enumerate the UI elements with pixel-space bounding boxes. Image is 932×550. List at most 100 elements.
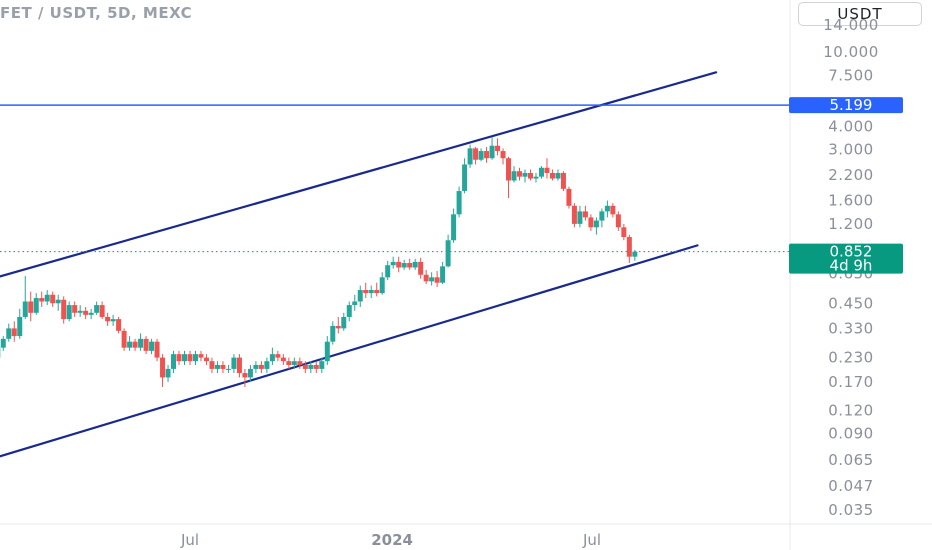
price-tick-label: 2.200 xyxy=(828,166,873,184)
candle-body xyxy=(571,205,577,224)
candle-body xyxy=(94,305,100,313)
candle-body xyxy=(511,171,517,181)
candle-body xyxy=(138,338,144,348)
candle-body xyxy=(341,316,347,329)
candle-body xyxy=(297,361,303,365)
candle-body xyxy=(462,164,468,192)
candles-layer xyxy=(0,137,638,387)
candle-body xyxy=(121,330,127,348)
candle-body xyxy=(105,316,111,322)
currency-button[interactable]: USDT xyxy=(798,2,922,26)
candle-body xyxy=(214,364,220,369)
candle-body xyxy=(632,251,638,257)
candle-body xyxy=(500,151,506,159)
candle-body xyxy=(368,290,374,294)
candle-body xyxy=(182,354,188,362)
candle-body xyxy=(467,148,473,165)
candle-body xyxy=(264,361,270,369)
candle-body xyxy=(39,298,45,302)
candle-body xyxy=(61,299,67,320)
candle-body xyxy=(302,364,308,369)
candle-body xyxy=(566,188,572,206)
candle-body xyxy=(149,341,155,351)
candle-body xyxy=(401,263,407,268)
candle-body xyxy=(116,319,122,331)
candle-body xyxy=(171,354,177,369)
candle-body xyxy=(610,205,616,215)
candle-body xyxy=(604,205,610,212)
price-tick-label: 7.500 xyxy=(828,67,873,85)
candle-body xyxy=(582,211,588,218)
candle-body xyxy=(451,214,457,241)
level-price-tag-label: 5.199 xyxy=(830,96,873,114)
candle-body xyxy=(258,364,264,369)
level-price-tag: 5.199 xyxy=(789,96,903,114)
candle-body xyxy=(291,361,297,365)
candle-body xyxy=(132,341,138,348)
price-tick-label: 1.200 xyxy=(828,215,873,233)
candle-body xyxy=(390,261,396,266)
channel-upper-line xyxy=(0,71,718,278)
candle-body xyxy=(50,294,56,304)
price-tick-label: 0.230 xyxy=(828,349,873,367)
level-price-tag-bg xyxy=(789,97,903,114)
price-tick-label: 0.065 xyxy=(828,451,873,469)
candle-body xyxy=(319,361,325,369)
candle-body xyxy=(335,325,341,329)
candle-body xyxy=(385,265,391,278)
candle-body xyxy=(357,290,363,302)
candle-body xyxy=(527,172,533,179)
channel-lower-line xyxy=(0,244,699,458)
candle-body xyxy=(83,310,89,315)
candle-body xyxy=(506,158,512,181)
candle-body xyxy=(280,357,286,362)
candle-body xyxy=(269,354,275,362)
price-tick-label: 1.600 xyxy=(828,192,873,210)
time-axis[interactable]: Jul 2024 Jul xyxy=(180,531,601,549)
drawing-layer xyxy=(0,71,790,458)
candle-body xyxy=(522,172,528,177)
candle-body xyxy=(478,151,484,160)
candle-body xyxy=(192,354,198,362)
candle-body xyxy=(429,277,435,282)
last-price-label: 0.852 xyxy=(830,243,873,261)
bar-countdown-label: 4d 9h xyxy=(830,257,873,275)
candle-body xyxy=(17,316,23,337)
candle-body xyxy=(77,310,83,313)
candle-body xyxy=(346,305,352,317)
candle-body xyxy=(127,341,133,348)
candle-body xyxy=(160,357,166,378)
candle-body xyxy=(11,328,17,337)
candle-body xyxy=(313,364,319,369)
candle-body xyxy=(588,217,594,228)
price-tick-label: 0.047 xyxy=(828,477,873,495)
candle-body xyxy=(6,328,12,339)
candle-body xyxy=(209,361,215,369)
candle-body xyxy=(555,172,561,179)
candle-body xyxy=(621,227,627,238)
candle-body xyxy=(533,176,539,179)
candle-body xyxy=(352,301,358,306)
candle-body xyxy=(407,263,413,268)
candle-body xyxy=(434,277,440,283)
candle-body xyxy=(418,261,424,275)
candle-body xyxy=(308,364,314,369)
candle-body xyxy=(198,354,204,358)
candle-body xyxy=(412,261,418,268)
candle-body xyxy=(374,290,380,294)
candle-body xyxy=(242,373,248,378)
candle-body xyxy=(110,319,116,322)
price-tick-label: 0.330 xyxy=(828,319,873,337)
candle-body xyxy=(203,357,209,362)
candle-body xyxy=(538,167,544,177)
candle-body xyxy=(231,357,237,369)
candle-body xyxy=(560,172,566,189)
candle-body xyxy=(379,277,385,294)
candle-body xyxy=(225,368,231,370)
candle-body xyxy=(72,305,78,313)
candle-body xyxy=(220,364,226,369)
candle-body xyxy=(484,151,490,159)
